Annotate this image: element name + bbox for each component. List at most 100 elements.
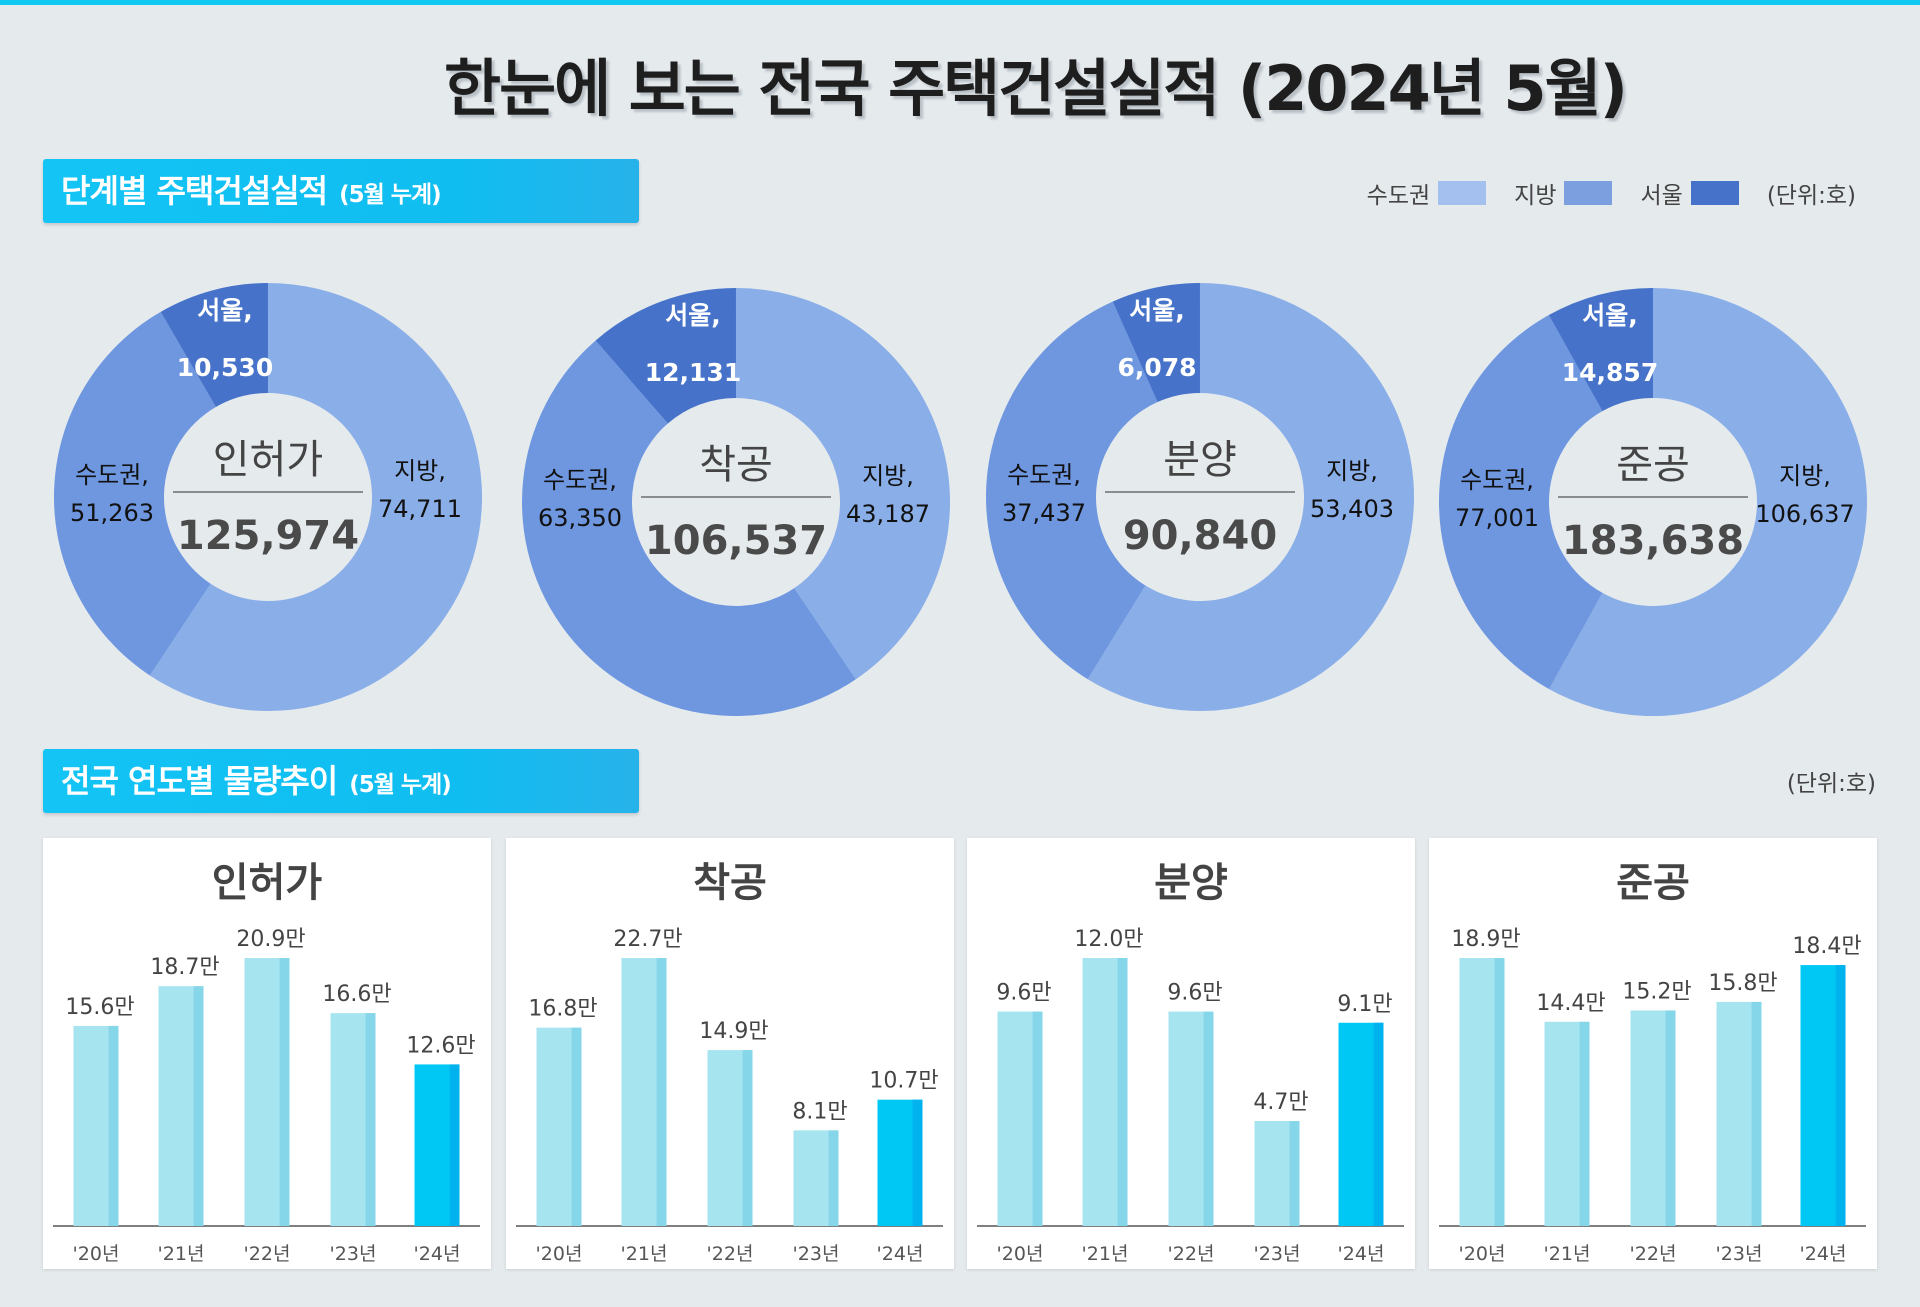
donut-slice-seoul bbox=[1548, 288, 1653, 412]
donut-total: 125,974 bbox=[177, 513, 359, 559]
section-title: 전국 연도별 물량추이 bbox=[61, 762, 338, 800]
bar-panel-complete: 준공 18.9만 '20년 14.4만 '21년 15.2만 '22년 15.8만 '23년 18… bbox=[1429, 838, 1877, 1269]
panel-title: 준공 bbox=[1616, 860, 1690, 906]
jibang-name: 지방, bbox=[394, 457, 446, 485]
bar-value-label: 14.9만 bbox=[699, 1019, 768, 1044]
section-subtitle: (5월 누계) bbox=[349, 772, 452, 798]
jibang-name: 지방, bbox=[1326, 457, 1378, 485]
bar-value-label: 15.6만 bbox=[65, 995, 134, 1020]
bar-value-label: 9.1만 bbox=[1337, 992, 1392, 1017]
donut-total: 90,840 bbox=[1123, 513, 1277, 559]
seoul-value: 14,857 bbox=[1562, 358, 1658, 387]
legend-swatch bbox=[1690, 181, 1739, 205]
donut-slice-seoul bbox=[595, 288, 736, 424]
x-tick-label: '22년 bbox=[1630, 1243, 1677, 1265]
donut-slice-sudo bbox=[522, 340, 856, 716]
panel-title: 분양 bbox=[1154, 860, 1228, 906]
jibang-name: 지방, bbox=[1779, 462, 1831, 490]
seoul-name: 서울, bbox=[665, 301, 721, 330]
bar-side bbox=[279, 958, 290, 1226]
jibang-value: 43,187 bbox=[846, 500, 930, 528]
unit-label: (단위:호) bbox=[1786, 771, 1876, 797]
bar-side bbox=[828, 1130, 839, 1226]
bar-value-label: 16.6만 bbox=[322, 982, 391, 1007]
bar-side bbox=[1289, 1121, 1300, 1226]
bar-side bbox=[912, 1099, 923, 1226]
sudo-value: 77,001 bbox=[1455, 504, 1539, 532]
panel-title: 착공 bbox=[693, 860, 767, 906]
bar-side bbox=[1117, 958, 1128, 1226]
bar-chart: 15.6만 '20년 18.7만 '21년 20.9만 '22년 16.6만 '23년 12.6… bbox=[53, 927, 480, 1265]
bar-value-label: 18.9만 bbox=[1451, 927, 1520, 952]
bar-value-label: 16.8만 bbox=[528, 997, 597, 1022]
jibang-value: 106,637 bbox=[1755, 500, 1854, 528]
x-tick-label: '21년 bbox=[621, 1243, 668, 1265]
donut-hole bbox=[1550, 399, 1756, 605]
seoul-value: 6,078 bbox=[1117, 353, 1196, 382]
bar-value-label: 4.7만 bbox=[1253, 1090, 1308, 1115]
bar-value-label: 10.7만 bbox=[869, 1069, 938, 1094]
page-title: 한눈에 보는 전국 주택건설실적 (2024년 5월) bbox=[444, 52, 1628, 125]
seoul-name: 서울, bbox=[197, 296, 253, 325]
x-tick-label: '22년 bbox=[244, 1243, 291, 1265]
jibang-name: 지방, bbox=[862, 462, 914, 490]
bar-value-label: 22.7만 bbox=[613, 927, 682, 952]
bar-value-label: 12.0만 bbox=[1074, 927, 1143, 952]
donut-total: 183,638 bbox=[1562, 518, 1744, 564]
bar-side bbox=[108, 1025, 119, 1226]
donut-center-label: 준공 bbox=[1616, 442, 1690, 488]
x-tick-label: '23년 bbox=[330, 1243, 377, 1265]
sudo-name: 수도권, bbox=[1460, 466, 1534, 494]
donut-slice-sudo bbox=[986, 301, 1158, 680]
sudo-value: 37,437 bbox=[1002, 499, 1086, 527]
bar-side bbox=[1373, 1022, 1384, 1226]
donut-slice-sudo bbox=[1439, 315, 1603, 690]
section-title: 단계별 주택건설실적 bbox=[61, 172, 328, 210]
bar-value-label: 9.6만 bbox=[996, 981, 1051, 1006]
bar-panel-permit: 인허가 15.6만 '20년 18.7만 '21년 20.9만 '22년 16.6만 '23년 1… bbox=[43, 838, 491, 1269]
donut-slice-sudo bbox=[54, 311, 216, 676]
sudo-value: 51,263 bbox=[70, 499, 154, 527]
x-tick-label: '24년 bbox=[1800, 1243, 1847, 1265]
bar-value-label: 15.2만 bbox=[1622, 979, 1691, 1004]
donut-slice-jibang bbox=[149, 283, 483, 711]
bar-side bbox=[1032, 1011, 1043, 1226]
bar-side bbox=[193, 986, 204, 1226]
bar-side bbox=[1203, 1011, 1214, 1226]
section-subtitle: (5월 누계) bbox=[339, 182, 442, 208]
sudo-name: 수도권, bbox=[75, 461, 149, 489]
bar-chart: 9.6만 '20년 12.0만 '21년 9.6만 '22년 4.7만 '23년 9.1만 '24… bbox=[977, 927, 1404, 1265]
x-tick-label: '23년 bbox=[1254, 1243, 1301, 1265]
bar-side bbox=[571, 1027, 582, 1226]
x-tick-label: '21년 bbox=[158, 1243, 205, 1265]
seoul-value: 10,530 bbox=[177, 353, 273, 382]
legend-label: 지방 bbox=[1514, 183, 1557, 209]
donut-center-label: 착공 bbox=[699, 442, 773, 488]
bar-value-label: 18.4만 bbox=[1792, 934, 1861, 959]
bar-side bbox=[1665, 1010, 1676, 1226]
donut-total: 106,537 bbox=[645, 518, 827, 564]
x-tick-label: '20년 bbox=[73, 1243, 120, 1265]
sudo-name: 수도권, bbox=[543, 466, 617, 494]
x-tick-label: '22년 bbox=[707, 1243, 754, 1265]
bar-side bbox=[656, 958, 667, 1226]
bar-side bbox=[1494, 958, 1505, 1226]
donut-charts: 인허가 125,974 서울, 10,530 수도권, 51,263 지방, 74,711 착공… bbox=[54, 283, 1867, 716]
bar-value-label: 8.1만 bbox=[792, 1099, 847, 1124]
donut-hole bbox=[165, 394, 371, 600]
bar-value-label: 15.8만 bbox=[1708, 971, 1777, 996]
donut-slice-jibang bbox=[1087, 283, 1415, 711]
seoul-value: 12,131 bbox=[645, 358, 741, 387]
x-tick-label: '21년 bbox=[1544, 1243, 1591, 1265]
bar-value-label: 20.9만 bbox=[236, 927, 305, 952]
panel-title: 인허가 bbox=[211, 860, 323, 906]
bar-side bbox=[365, 1013, 376, 1226]
x-tick-label: '24년 bbox=[414, 1243, 461, 1265]
legend-label: 수도권 bbox=[1366, 183, 1431, 209]
x-tick-label: '22년 bbox=[1168, 1243, 1215, 1265]
x-tick-label: '21년 bbox=[1082, 1243, 1129, 1265]
bar-side bbox=[742, 1050, 753, 1226]
bar-side bbox=[449, 1064, 460, 1226]
section-header-trend: 전국 연도별 물량추이 (5월 누계) bbox=[43, 749, 639, 813]
bar-value-label: 18.7만 bbox=[150, 955, 219, 980]
